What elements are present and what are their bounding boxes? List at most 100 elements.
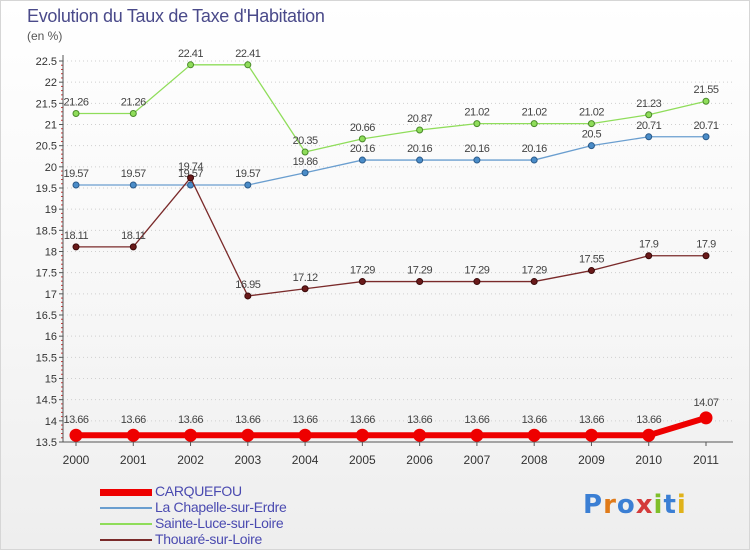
data-label: 13.66 [293,414,318,426]
data-point [699,411,713,425]
legend-swatch [100,539,152,541]
y-tick-label: 15 [45,374,57,386]
data-point [301,148,309,156]
data-point [645,252,653,260]
data-label: 17.9 [639,239,659,251]
data-point [126,428,140,442]
data-label: 17.12 [293,272,318,284]
chart-title: Evolution du Taux de Taxe d'Habitation [27,6,325,26]
data-point [587,142,595,150]
data-label: 13.66 [579,414,604,426]
y-tick-label: 14 [45,416,57,428]
y-tick-label: 22.5 [36,56,57,68]
y-tick-label: 17 [45,289,57,301]
x-tick-label: 2005 [349,453,376,467]
data-point [187,174,195,182]
data-label: 20.35 [293,135,318,147]
series-line [76,414,707,439]
data-point [72,243,80,251]
data-point [244,292,252,300]
data-point [72,181,80,189]
data-label: 20.16 [407,143,432,155]
y-tick-label: 18 [45,247,57,259]
data-point [530,278,538,286]
legend-swatch [100,507,152,509]
chart-unit-label: (en %) [27,29,63,43]
data-label: 22.41 [235,48,260,60]
data-label: 13.66 [178,414,203,426]
y-tick-label: 15.5 [36,352,57,364]
data-label: 21.02 [464,107,489,119]
data-label: 20.66 [350,122,375,134]
data-label: 13.66 [121,414,146,426]
data-point [645,133,653,141]
data-label: 16.95 [235,279,260,291]
data-point [358,156,366,164]
legend-label: La Chapelle-sur-Erdre [155,499,287,515]
data-label: 13.66 [407,414,432,426]
y-tick-label: 17.5 [36,268,57,280]
data-point [416,126,424,134]
data-label: 13.66 [464,414,489,426]
y-tick-label: 21.5 [36,98,57,110]
x-tick-label: 2000 [63,453,90,467]
data-point [587,120,595,128]
data-label: 17.29 [522,265,547,277]
data-label: 21.55 [693,84,718,96]
data-label: 19.57 [63,168,88,180]
data-label: 20.5 [582,129,602,141]
data-point [72,109,80,117]
y-tick-label: 22 [45,77,57,89]
data-label: 21.02 [522,107,547,119]
data-label: 17.9 [696,239,716,251]
data-label: 13.66 [63,414,88,426]
data-point [587,267,595,275]
data-label: 17.29 [407,265,432,277]
data-point [358,278,366,286]
data-point [473,278,481,286]
data-point [298,428,312,442]
data-label: 17.29 [350,265,375,277]
series-line [76,177,706,297]
data-label: 20.87 [407,113,432,125]
data-label: 13.66 [350,414,375,426]
x-tick-label: 2010 [635,453,662,467]
data-label: 19.57 [235,168,260,180]
legend-label: Thouaré-sur-Loire [155,531,262,547]
y-tick-label: 16.5 [36,310,57,322]
data-label: 13.66 [522,414,547,426]
series-line [76,64,707,153]
data-label: 18.11 [64,230,89,242]
x-tick-label: 2003 [234,453,261,467]
y-tick-label: 18.5 [36,225,57,237]
data-label: 19.86 [293,156,318,168]
legend-item: Thouaré-sur-Loire [100,531,330,548]
y-tick-label: 21 [45,120,57,132]
data-label: 21.23 [636,98,661,110]
series-line [76,136,706,186]
data-point [129,243,137,251]
data-label: 20.71 [693,120,718,132]
data-point [301,169,309,177]
legend-swatch [100,488,152,496]
y-tick-label: 13.5 [36,437,57,449]
data-point [184,428,198,442]
logo-letter: x [635,490,654,520]
data-point [241,428,255,442]
data-point [645,111,653,119]
data-label: 21.26 [63,96,88,108]
x-tick-label: 2004 [292,453,319,467]
x-tick-label: 2001 [120,453,147,467]
data-label: 21.26 [121,96,146,108]
data-point [473,120,481,128]
data-point [584,428,598,442]
data-point [244,61,252,69]
logo-letter: P [583,490,604,520]
data-point [470,428,484,442]
data-point [69,428,83,442]
data-point [416,278,424,286]
data-label: 17.55 [579,254,604,266]
y-tick-label: 20 [45,162,57,174]
data-point [129,181,137,189]
